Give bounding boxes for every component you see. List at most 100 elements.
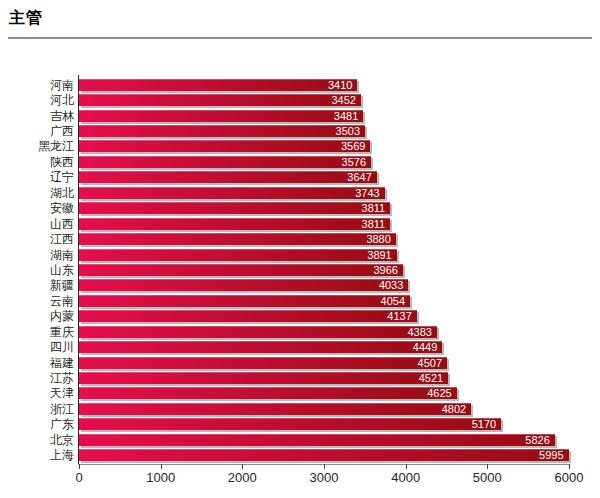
category-label: 湖南 (0, 249, 79, 261)
x-axis-tick-label: 4000 (391, 470, 420, 485)
bar-track: 3811 (79, 218, 569, 230)
x-axis-tick (242, 464, 243, 469)
bar-track: 3503 (79, 125, 569, 137)
category-label: 安徽 (0, 202, 79, 214)
category-label: 上海 (0, 449, 79, 461)
value-label: 3452 (331, 94, 360, 106)
category-label: 黑龙江 (0, 140, 79, 152)
value-label: 3891 (367, 249, 396, 261)
x-axis-tick (406, 464, 407, 469)
bar: 4802 (79, 403, 471, 415)
category-label: 云南 (0, 295, 79, 307)
x-axis-tick-label: 1000 (146, 470, 175, 485)
value-label: 3811 (362, 202, 391, 214)
bar-track: 3569 (79, 140, 569, 152)
x-axis-tick (487, 464, 488, 469)
bar-track: 4054 (79, 295, 569, 307)
bar-row: 辽宁 3647 (0, 170, 600, 185)
bar: 3811 (79, 202, 390, 214)
value-label: 3410 (328, 79, 357, 91)
value-label: 4625 (427, 387, 456, 399)
bar: 3576 (79, 156, 371, 168)
category-label: 吉林 (0, 110, 79, 122)
bar-row: 山西3811 (0, 216, 600, 231)
bar: 3503 (79, 125, 365, 137)
value-label: 3576 (342, 156, 371, 168)
value-label: 4507 (418, 357, 447, 369)
category-label: 广东 (0, 418, 79, 430)
bar: 4625 (79, 387, 457, 399)
bar-row: 四川 4449 (0, 339, 600, 354)
value-label: 3569 (341, 140, 370, 152)
bar-row: 河北 3452 (0, 92, 600, 107)
bar-row: 河南3410 (0, 77, 600, 92)
category-label: 重庆 (0, 326, 79, 338)
bar-track: 5995 (79, 449, 569, 461)
value-label: 3966 (373, 264, 402, 276)
bar-row: 江苏4521 (0, 370, 600, 385)
x-axis-tick-label: 0 (75, 470, 82, 485)
value-label: 3647 (347, 171, 376, 183)
category-label: 陕西 (0, 156, 79, 168)
bar-row: 黑龙江 3569 (0, 139, 600, 154)
bar-row: 陕西 3576 (0, 154, 600, 169)
bar-track: 4137 (79, 310, 569, 322)
bar: 3811 (79, 218, 390, 230)
bar-row: 北京5826 (0, 432, 600, 447)
bar-track: 3481 (79, 110, 569, 122)
bar: 3880 (79, 233, 396, 245)
bar-track: 4383 (79, 326, 569, 338)
value-label: 3481 (334, 110, 363, 122)
value-label: 3743 (355, 187, 384, 199)
bar-rows: 河南3410河北3452吉林3481广西3503黑龙江3569陕西3576辽宁3… (0, 77, 600, 463)
bar: 3569 (79, 140, 370, 152)
bar: 5826 (79, 434, 555, 446)
value-label: 4449 (413, 341, 442, 353)
bar-row: 安徽 3811 (0, 201, 600, 216)
bar-track: 3966 (79, 264, 569, 276)
chart-page: 主管 河南3410河北3452吉林3481广西3503黑龙江3569陕西3576… (0, 0, 600, 498)
category-label: 湖北 (0, 187, 79, 199)
bar-row: 云南 4054 (0, 293, 600, 308)
bar-row: 广西3503 (0, 123, 600, 138)
value-label: 4033 (379, 279, 408, 291)
category-label: 山西 (0, 218, 79, 230)
category-label: 四川 (0, 341, 79, 353)
bar-track: 4521 (79, 372, 569, 384)
category-label: 内蒙 (0, 310, 79, 322)
bar-track: 4449 (79, 341, 569, 353)
bar: 3647 (79, 171, 377, 183)
x-axis-tick (79, 464, 80, 469)
category-label: 山东 (0, 264, 79, 276)
x-axis-tick-label: 3000 (310, 470, 339, 485)
value-label: 5995 (539, 449, 568, 461)
category-label: 福建 (0, 357, 79, 369)
category-label: 辽宁 (0, 171, 79, 183)
bar-track: 3452 (79, 94, 569, 106)
bar-row: 新疆 4033 (0, 278, 600, 293)
category-label: 天津 (0, 387, 79, 399)
bar-row: 内蒙4137 (0, 309, 600, 324)
value-label: 4383 (407, 326, 436, 338)
category-label: 河北 (0, 94, 79, 106)
category-label: 新疆 (0, 279, 79, 291)
bar-track: 3880 (79, 233, 569, 245)
bar-track: 4033 (79, 279, 569, 291)
bar-row: 福建 4507 (0, 355, 600, 370)
bar-track: 3743 (79, 187, 569, 199)
bar: 4383 (79, 326, 437, 338)
value-label: 3880 (366, 233, 395, 245)
value-label: 5170 (472, 418, 501, 430)
value-label: 4054 (381, 295, 410, 307)
y-axis-line (78, 75, 79, 465)
bar-row: 江西3880 (0, 231, 600, 246)
bar-row: 重庆 4383 (0, 324, 600, 339)
category-label: 广西 (0, 125, 79, 137)
bar: 4033 (79, 279, 408, 291)
category-label: 江苏 (0, 372, 79, 384)
bar: 5170 (79, 418, 501, 430)
bar-track: 3647 (79, 171, 569, 183)
bar-track: 4802 (79, 403, 569, 415)
value-label: 4802 (442, 403, 471, 415)
bar: 3481 (79, 110, 363, 122)
